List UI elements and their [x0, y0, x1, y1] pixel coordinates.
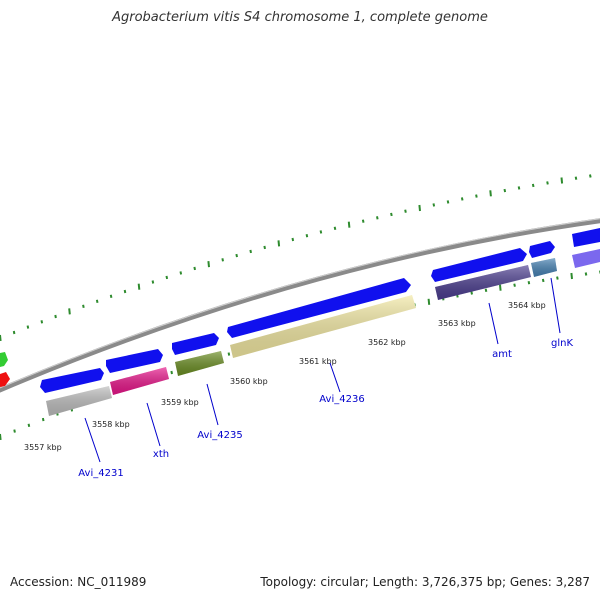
minor-tick [263, 245, 266, 250]
minor-tick [305, 234, 309, 238]
gene-label-amt[interactable]: amt [492, 349, 512, 360]
cds-arrow[interactable] [572, 228, 600, 247]
minor-tick [584, 272, 588, 276]
kbp-tick-labels: 3557 kbp 3558 kbp 3559 kbp 3560 kbp 3561… [24, 301, 546, 452]
outer-tick-ruler [0, 174, 592, 342]
minor-tick [484, 288, 488, 292]
minor-tick [589, 174, 592, 178]
accession-text: Accession: NC_011989 [10, 575, 147, 589]
minor-tick [12, 330, 16, 335]
minor-tick [40, 320, 44, 324]
minor-tick [221, 258, 224, 262]
minor-tick [376, 216, 379, 220]
tick-label: 3563 kbp [438, 319, 476, 328]
major-tick [570, 272, 573, 280]
major-tick [137, 283, 141, 290]
cds-arrow[interactable] [172, 333, 219, 355]
cds-arrow[interactable] [529, 241, 555, 258]
chromosome-backbone [0, 218, 600, 393]
minor-tick [446, 200, 450, 204]
minor-tick [95, 299, 99, 303]
major-tick [0, 433, 2, 441]
gene-label-avi-4236[interactable]: Avi_4236 [319, 394, 364, 405]
gene-label-xth[interactable]: xth [153, 449, 169, 460]
gene-features [0, 249, 600, 416]
minor-tick [556, 276, 559, 280]
gene-labels: Avi_4231 xth Avi_4235 Avi_4236 amt glnK [78, 338, 573, 479]
tick-label: 3559 kbp [161, 398, 199, 407]
major-tick [347, 221, 351, 228]
major-tick [277, 240, 281, 247]
minor-tick [517, 186, 521, 190]
minor-tick [109, 294, 113, 298]
minor-tick [165, 275, 169, 280]
major-tick [489, 190, 492, 197]
tick-label: 3564 kbp [508, 301, 546, 310]
major-tick [0, 334, 2, 342]
minor-tick [546, 181, 549, 185]
minor-tick [123, 289, 127, 294]
minor-tick [235, 253, 238, 258]
major-tick [418, 204, 421, 212]
tick-label: 3560 kbp [230, 377, 268, 386]
minor-tick [41, 417, 45, 422]
tick-label: 3557 kbp [24, 443, 62, 452]
major-tick [427, 298, 431, 305]
minor-tick [227, 352, 231, 356]
cds-arrow[interactable] [431, 248, 527, 282]
minor-tick [475, 194, 478, 198]
minor-tick [361, 219, 365, 223]
minor-tick [470, 291, 473, 295]
minor-tick [531, 183, 535, 188]
gene-label-avi-4231[interactable]: Avi_4231 [78, 468, 123, 479]
minor-tick [291, 237, 295, 242]
minor-tick [460, 197, 464, 201]
minor-tick [333, 226, 337, 230]
minor-tick [54, 314, 57, 319]
minor-tick [170, 370, 173, 375]
minor-tick [151, 280, 155, 284]
map-title: Agrobacterium vitis S4 chromosome 1, com… [112, 10, 488, 25]
minor-tick [27, 423, 31, 427]
minor-tick [13, 429, 16, 433]
minor-tick [574, 176, 578, 180]
tick-label: 3558 kbp [92, 420, 130, 429]
minor-tick [390, 212, 393, 217]
major-tick [560, 177, 564, 184]
gene-label-glnk[interactable]: glnK [551, 338, 573, 349]
minor-tick [503, 188, 507, 193]
gene-lavender[interactable] [572, 249, 600, 268]
minor-tick [513, 283, 516, 287]
topology-summary: Topology: circular; Length: 3,726,375 bp… [260, 575, 590, 589]
minor-tick [26, 325, 30, 329]
minor-tick [404, 209, 407, 213]
gene-green-edge[interactable] [0, 352, 8, 367]
gene-label-leaders [84, 277, 561, 463]
minor-tick [249, 249, 252, 254]
chromosome-backbone-highlight [0, 218, 600, 389]
cds-arrow[interactable] [40, 368, 104, 393]
minor-tick [541, 278, 545, 283]
minor-tick [319, 230, 323, 234]
major-tick [207, 261, 210, 268]
forward-strand-cds [40, 228, 600, 393]
minor-tick [179, 271, 183, 275]
cds-arrow[interactable] [106, 349, 163, 373]
minor-tick [82, 304, 85, 308]
major-tick [68, 308, 71, 315]
minor-tick [432, 203, 436, 207]
gene-red-edge[interactable] [0, 372, 10, 387]
minor-tick [193, 266, 196, 271]
tick-label: 3562 kbp [368, 338, 406, 347]
major-tick [499, 284, 502, 291]
cds-arrow[interactable] [227, 278, 411, 338]
gene-label-avi-4235[interactable]: Avi_4235 [197, 430, 242, 441]
tick-label: 3561 kbp [299, 357, 337, 366]
minor-tick [527, 281, 531, 285]
